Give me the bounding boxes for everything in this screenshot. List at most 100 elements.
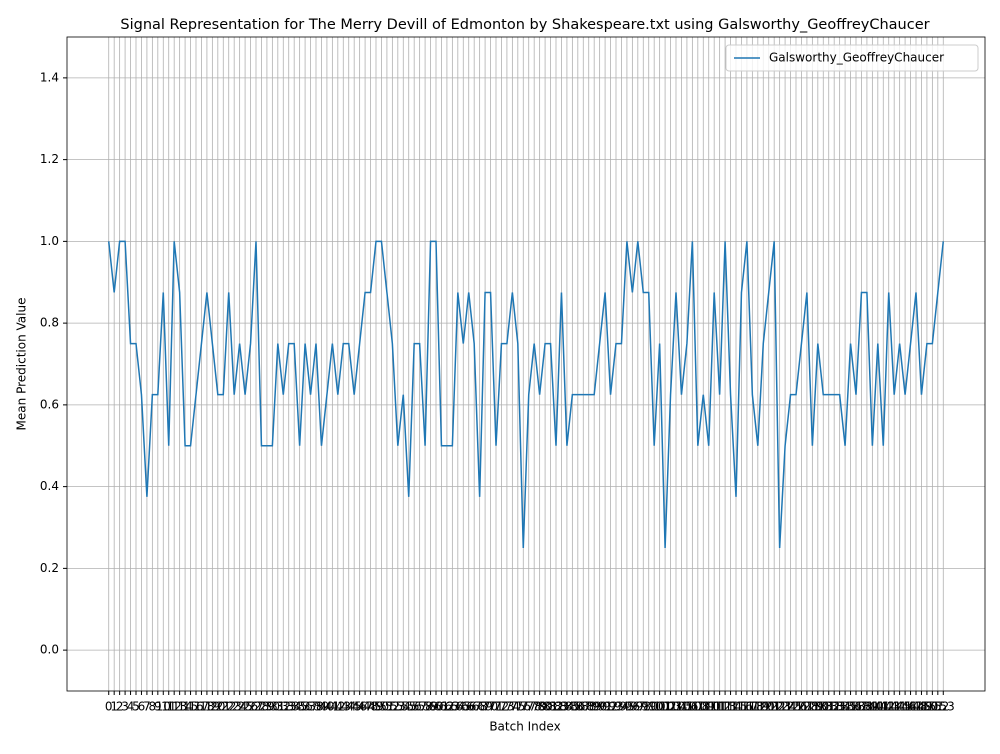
x-tick-label: 12 bbox=[167, 700, 182, 714]
x-tick-label: 146 bbox=[894, 700, 917, 714]
x-tick-label: 21 bbox=[216, 700, 231, 714]
x-tick-label: 57 bbox=[412, 700, 427, 714]
x-tick-label: 42 bbox=[330, 700, 345, 714]
x-tick-label: 121 bbox=[757, 700, 780, 714]
x-tick-label: 70 bbox=[483, 700, 498, 714]
x-tick-label: 56 bbox=[407, 700, 422, 714]
x-tick-label: 122 bbox=[763, 700, 786, 714]
x-tick-label: 147 bbox=[899, 700, 922, 714]
chart-title: Signal Representation for The Merry Devi… bbox=[120, 17, 929, 33]
x-tick-label: 10 bbox=[156, 700, 171, 714]
x-tick-label: 136 bbox=[839, 700, 862, 714]
x-tick-label: 11 bbox=[161, 700, 176, 714]
x-tick-label: 129 bbox=[801, 700, 824, 714]
x-tick-label: 105 bbox=[670, 700, 693, 714]
x-tick-label: 90 bbox=[592, 700, 607, 714]
x-tick-label: 18 bbox=[199, 700, 214, 714]
x-tick-label: 102 bbox=[654, 700, 677, 714]
x-tick-label: 6 bbox=[138, 700, 146, 714]
plot-frame bbox=[66, 36, 986, 692]
x-tick-label: 15 bbox=[183, 700, 198, 714]
x-tick-label: 41 bbox=[325, 700, 340, 714]
x-tick-label: 82 bbox=[548, 700, 563, 714]
x-tick-label: 59 bbox=[423, 700, 438, 714]
x-tick-label: 66 bbox=[461, 700, 476, 714]
x-tick-label: 95 bbox=[619, 700, 634, 714]
x-tick-label: 33 bbox=[281, 700, 296, 714]
y-tick-label: 0.4 bbox=[40, 479, 59, 493]
x-tick-label: 36 bbox=[297, 700, 312, 714]
x-tick-label: 97 bbox=[630, 700, 645, 714]
x-tick-label: 112 bbox=[708, 700, 731, 714]
x-tick-label: 69 bbox=[477, 700, 492, 714]
x-tick-label: 119 bbox=[746, 700, 769, 714]
x-tick-label: 0 bbox=[105, 700, 113, 714]
x-tick-label: 63 bbox=[445, 700, 460, 714]
x-tick-label: 124 bbox=[774, 700, 797, 714]
x-tick-label: 99 bbox=[641, 700, 656, 714]
y-tick-label: 0.8 bbox=[40, 316, 59, 330]
x-tick-label: 34 bbox=[287, 700, 302, 714]
x-tick-label: 52 bbox=[385, 700, 400, 714]
x-tick-label: 88 bbox=[581, 700, 596, 714]
x-tick-label: 8 bbox=[149, 700, 157, 714]
x-tick-label: 50 bbox=[374, 700, 389, 714]
x-tick-label: 144 bbox=[883, 700, 906, 714]
x-tick-label: 103 bbox=[659, 700, 682, 714]
y-tick-label: 0.0 bbox=[40, 643, 59, 657]
x-tick-label: 28 bbox=[254, 700, 269, 714]
x-tick-label: 140 bbox=[861, 700, 884, 714]
x-tick-label: 148 bbox=[905, 700, 928, 714]
x-tick-label: 85 bbox=[565, 700, 580, 714]
x-tick-label: 77 bbox=[521, 700, 536, 714]
data-line bbox=[107, 240, 945, 548]
x-tick-label: 71 bbox=[488, 700, 503, 714]
x-tick-label: 29 bbox=[259, 700, 274, 714]
x-tick-label: 117 bbox=[735, 700, 758, 714]
x-tick-label: 51 bbox=[379, 700, 394, 714]
x-tick-label: 74 bbox=[505, 700, 520, 714]
x-tick-label: 7 bbox=[143, 700, 151, 714]
x-tick-label: 43 bbox=[336, 700, 351, 714]
x-tick-label: 72 bbox=[494, 700, 509, 714]
x-tick-label: 40 bbox=[319, 700, 334, 714]
x-tick-label: 141 bbox=[866, 700, 889, 714]
x-tick-label: 151 bbox=[921, 700, 944, 714]
x-tick-label: 134 bbox=[828, 700, 851, 714]
x-tick-label: 9 bbox=[154, 700, 162, 714]
y-tick-label: 1.4 bbox=[40, 70, 59, 84]
x-tick-label: 93 bbox=[608, 700, 623, 714]
x-tick-label: 62 bbox=[439, 700, 454, 714]
x-tick-label: 53 bbox=[390, 700, 405, 714]
x-tick-label: 116 bbox=[730, 700, 753, 714]
x-tick-label: 38 bbox=[308, 700, 323, 714]
x-tick-label: 27 bbox=[248, 700, 263, 714]
x-tick-label: 16 bbox=[188, 700, 203, 714]
x-tick-label: 142 bbox=[872, 700, 895, 714]
x-tick-label: 81 bbox=[543, 700, 558, 714]
x-tick-label: 138 bbox=[850, 700, 873, 714]
x-tick-label: 1 bbox=[110, 700, 118, 714]
x-tick-label: 64 bbox=[450, 700, 465, 714]
x-tick-label: 132 bbox=[817, 700, 840, 714]
x-tick-label: 94 bbox=[614, 700, 629, 714]
x-tick-label: 79 bbox=[532, 700, 547, 714]
y-tick-label: 0.2 bbox=[40, 561, 59, 575]
x-tick-label: 75 bbox=[510, 700, 525, 714]
x-tick-label: 96 bbox=[625, 700, 640, 714]
x-tick-label: 135 bbox=[834, 700, 857, 714]
x-tick-label: 153 bbox=[932, 700, 955, 714]
y-axis-label: Mean Prediction Value bbox=[15, 298, 29, 431]
x-tick-label: 54 bbox=[396, 700, 411, 714]
x-tick-label: 17 bbox=[194, 700, 209, 714]
x-tick-label: 22 bbox=[221, 700, 236, 714]
x-tick-label: 67 bbox=[467, 700, 482, 714]
x-tick-label: 61 bbox=[434, 700, 449, 714]
x-tick-label: 76 bbox=[516, 700, 531, 714]
x-tick-label: 5 bbox=[132, 700, 140, 714]
x-tick-label: 149 bbox=[910, 700, 933, 714]
y-tick-label: 1.0 bbox=[40, 234, 59, 248]
x-tick-label: 131 bbox=[812, 700, 835, 714]
x-tick-label: 58 bbox=[417, 700, 432, 714]
x-tick-label: 115 bbox=[725, 700, 748, 714]
